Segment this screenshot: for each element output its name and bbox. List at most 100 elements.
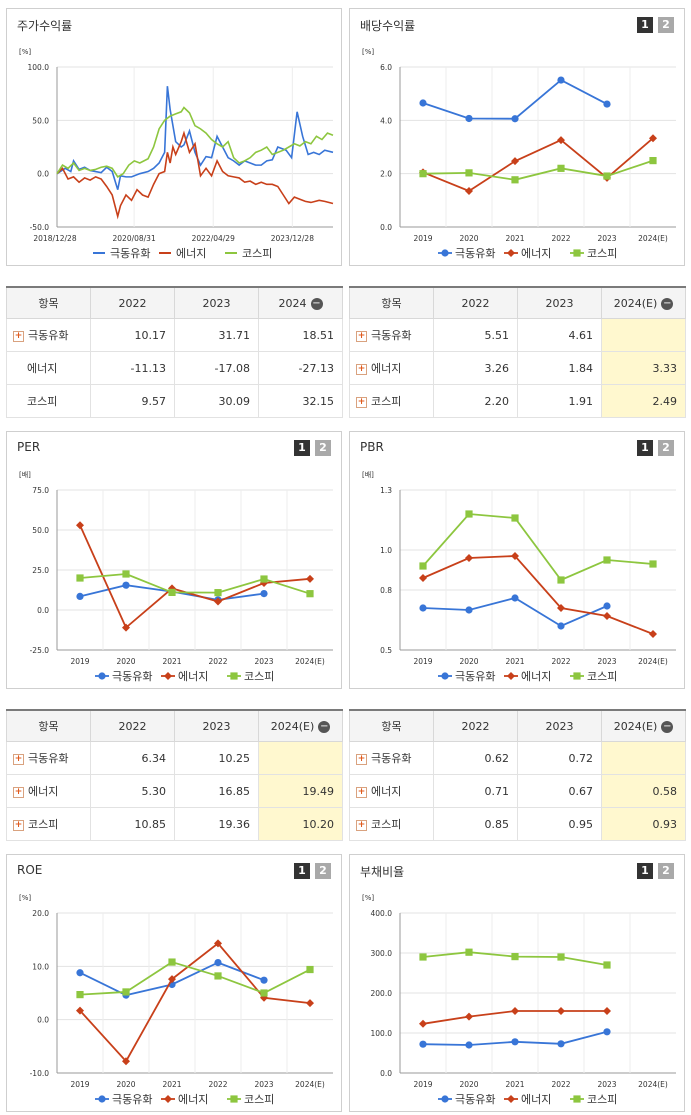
col-header: 2022 xyxy=(433,709,518,742)
expand-icon[interactable]: + xyxy=(13,786,24,798)
table-cell: -27.13 xyxy=(258,351,343,385)
data-point xyxy=(557,1007,565,1015)
data-point xyxy=(511,157,519,166)
collapse-icon[interactable]: − xyxy=(318,720,331,733)
x-tick-label: 2024(E) xyxy=(638,657,668,666)
table-cell: 0.62 xyxy=(433,741,518,775)
table-row: + 극동유화 6.34 10.25 xyxy=(6,741,343,775)
table-row: + 에너지 3.26 1.84 3.33 xyxy=(349,351,686,385)
legend-marker xyxy=(98,672,106,680)
data-point xyxy=(122,988,130,996)
col-header: 2023 xyxy=(174,286,259,319)
table-cell: 0.95 xyxy=(517,807,602,841)
data-point xyxy=(557,576,565,584)
data-point xyxy=(649,630,657,638)
page-2-button[interactable]: 2 xyxy=(315,440,331,456)
page-2-button[interactable]: 2 xyxy=(658,863,674,879)
y-tick-label: 0.0 xyxy=(380,1069,392,1078)
data-point xyxy=(419,953,427,961)
x-tick-label: 2019 xyxy=(413,1080,432,1089)
data-point xyxy=(511,1007,519,1015)
table-row: + 코스피 10.85 19.36 10.20 xyxy=(6,807,343,841)
legend-label: 에너지 xyxy=(178,1093,208,1106)
y-unit-label: [%] xyxy=(19,894,31,902)
y-unit-label: [배] xyxy=(19,470,31,479)
row-name: + 에너지 xyxy=(349,774,434,808)
expand-icon[interactable]: + xyxy=(13,819,24,831)
data-point xyxy=(511,115,519,123)
table-cell: 9.57 xyxy=(90,384,175,418)
x-tick-label: 2019 xyxy=(70,657,89,666)
table-cell: -11.13 xyxy=(90,351,175,385)
stock-return-chart: [%] 100.0 50.0 0.0 -50.0 2018/12/28 2020/08/31… xyxy=(19,48,334,260)
col-header: 2022 xyxy=(433,286,518,319)
page-buttons: 1 2 xyxy=(637,17,674,33)
data-point xyxy=(122,1057,130,1066)
series-line xyxy=(422,513,654,582)
dividend-yield-panel: 배당수익률 1 2 [%] 6.0 4.0 2.0 0.0 2019 2020 2021 202… xyxy=(349,8,685,266)
legend-marker xyxy=(507,672,515,680)
table-row: + 코스피 2.20 1.91 2.49 xyxy=(349,384,686,418)
y-tick-label: -25.0 xyxy=(30,646,50,655)
col-header: 2022 xyxy=(90,709,175,742)
data-point xyxy=(168,584,176,593)
collapse-icon[interactable]: − xyxy=(661,297,674,310)
legend-marker xyxy=(164,672,172,680)
page-1-button[interactable]: 1 xyxy=(294,440,310,456)
x-tick-label: 2023 xyxy=(597,657,616,666)
data-point xyxy=(511,176,519,184)
x-tick-label: 2024(E) xyxy=(295,1080,325,1089)
collapse-icon[interactable]: − xyxy=(661,720,674,733)
col-header: 2023 xyxy=(517,286,602,319)
y-unit-label: [배] xyxy=(362,470,374,479)
data-point xyxy=(419,99,427,107)
table-cell: 18.51 xyxy=(258,318,343,352)
x-tick-label: 2022 xyxy=(551,234,570,243)
expand-icon[interactable]: + xyxy=(13,330,24,342)
expand-icon[interactable]: + xyxy=(356,396,367,408)
table-row: + 극동유화 10.17 31.71 18.51 xyxy=(6,318,343,352)
data-point xyxy=(511,953,519,961)
page-2-button[interactable]: 2 xyxy=(658,440,674,456)
y-tick-label: 1.3 xyxy=(380,486,392,495)
expand-icon[interactable]: + xyxy=(356,363,367,375)
page-1-button[interactable]: 1 xyxy=(637,863,653,879)
table-cell xyxy=(601,741,686,775)
page-2-button[interactable]: 2 xyxy=(315,863,331,879)
page-buttons: 1 2 xyxy=(637,440,674,456)
col-header: 2024− xyxy=(258,286,343,319)
page-1-button[interactable]: 1 xyxy=(637,17,653,33)
col-header: 2024(E) − xyxy=(601,286,686,319)
table-cell: 30.09 xyxy=(174,384,259,418)
page-2-button[interactable]: 2 xyxy=(658,17,674,33)
data-point xyxy=(214,972,222,980)
data-point xyxy=(260,575,268,583)
stock-return-table: 항목 2022 2023 2024− + 극동유화 10.17 31.71 18.… xyxy=(6,286,343,418)
y-tick-label: 50.0 xyxy=(32,526,49,535)
legend-marker xyxy=(230,672,238,680)
legend-marker xyxy=(441,1095,449,1103)
expand-icon[interactable]: + xyxy=(356,819,367,831)
data-point xyxy=(557,604,565,612)
data-point xyxy=(649,560,657,568)
legend-label: 코스피 xyxy=(587,247,617,260)
expand-icon[interactable]: + xyxy=(13,753,24,765)
expand-icon[interactable]: + xyxy=(356,753,367,765)
data-point xyxy=(76,574,84,582)
col-header: 2022 xyxy=(90,286,175,319)
page-1-button[interactable]: 1 xyxy=(294,863,310,879)
x-tick-label: 2022 xyxy=(208,657,227,666)
expand-icon[interactable]: + xyxy=(356,330,367,342)
page-1-button[interactable]: 1 xyxy=(637,440,653,456)
legend-label: 극동유화 xyxy=(455,1093,495,1106)
x-tick-label: 2023 xyxy=(597,234,616,243)
collapse-icon[interactable]: − xyxy=(310,297,323,310)
x-tick-label: 2020/08/31 xyxy=(113,234,156,243)
expand-icon[interactable]: + xyxy=(356,786,367,798)
col-header: 2023 xyxy=(174,709,259,742)
data-point xyxy=(76,969,84,977)
pbr-panel: PBR 1 2 [배] 1.3 1.0 0.8 0.5 2019 2020 2021 2022 2… xyxy=(349,431,685,689)
data-point xyxy=(260,590,268,598)
data-point xyxy=(306,590,314,598)
data-point xyxy=(511,552,519,560)
